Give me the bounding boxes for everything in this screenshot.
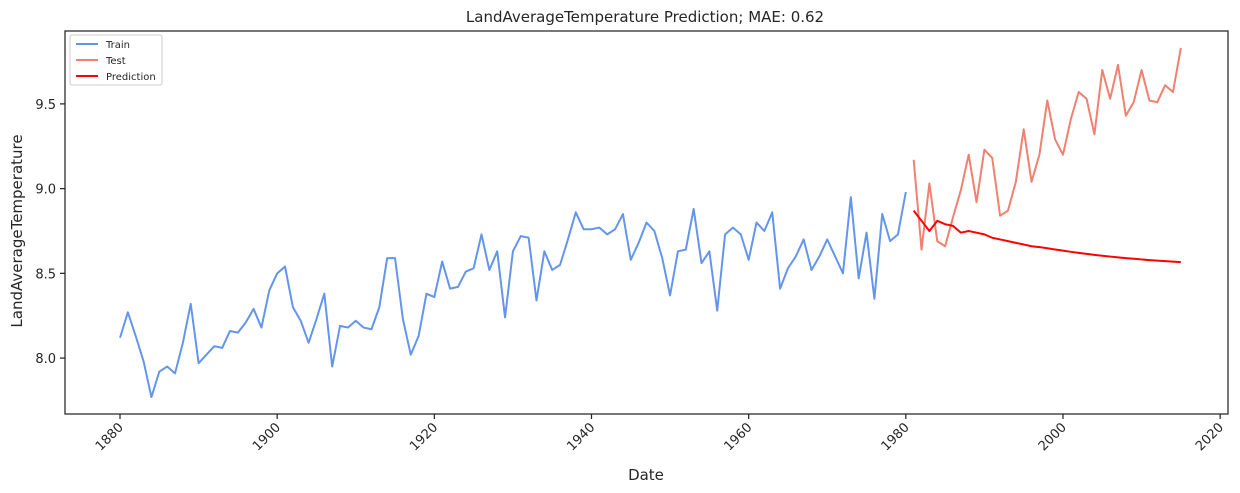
x-tick-label: 2000 bbox=[1036, 420, 1070, 454]
y-tick-label: 9.5 bbox=[35, 98, 56, 113]
y-axis: 8.0 8.5 9.0 9.5 bbox=[35, 98, 65, 367]
x-tick-label: 1940 bbox=[564, 420, 598, 454]
y-axis-label: LandAverageTemperature bbox=[8, 134, 26, 327]
legend-box bbox=[69, 34, 163, 86]
legend: Train Test Prediction bbox=[69, 34, 163, 86]
series-line-prediction bbox=[912, 210, 1181, 264]
series-lines bbox=[119, 47, 1182, 399]
y-tick-label: 9.0 bbox=[35, 183, 56, 198]
series-line-test bbox=[912, 47, 1182, 251]
x-tick-label: 2020 bbox=[1193, 420, 1227, 454]
series-line-train bbox=[119, 191, 907, 399]
x-tick-label: 1920 bbox=[407, 420, 441, 454]
x-axis-label: Date bbox=[628, 466, 664, 484]
chart-title: LandAverageTemperature Prediction; MAE: … bbox=[466, 8, 824, 26]
y-tick-label: 8.5 bbox=[35, 267, 56, 282]
legend-label-prediction: Prediction bbox=[106, 72, 156, 83]
legend-label-test: Test bbox=[105, 56, 126, 67]
plot-area bbox=[64, 30, 1229, 415]
x-tick-label: 1880 bbox=[93, 420, 127, 454]
x-tick-label: 1980 bbox=[879, 420, 913, 454]
x-tick-label: 1900 bbox=[250, 420, 284, 454]
y-tick-label: 8.0 bbox=[35, 352, 56, 367]
x-axis: 1880 1900 1920 1940 1960 1980 2000 2020 bbox=[93, 414, 1227, 454]
x-tick-label: 1960 bbox=[721, 420, 755, 454]
legend-label-train: Train bbox=[105, 40, 130, 51]
